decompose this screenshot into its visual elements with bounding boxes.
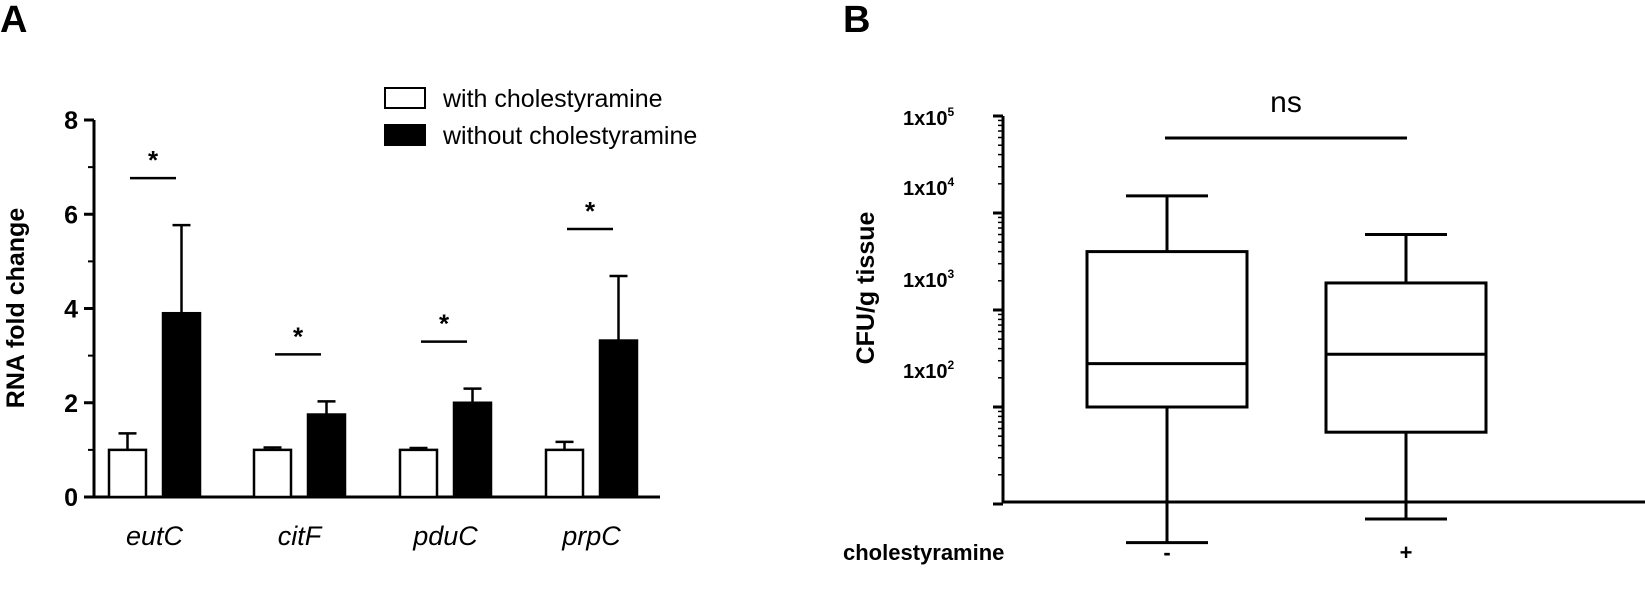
- legend-swatch-with: [384, 87, 426, 109]
- significance-star: *: [585, 196, 596, 226]
- bar-citF-with: [252, 448, 293, 499]
- bar-prpC-with: [544, 448, 585, 499]
- panel-a-legend: with cholestyramine without cholestyrami…: [384, 85, 697, 150]
- panel-b-axes: 1x105 1x104 1x103 1x102: [903, 105, 1645, 514]
- panel-a-categories: eutC citF pduC prpC: [126, 521, 621, 551]
- legend-label-with: with cholestyramine: [442, 85, 663, 113]
- bar-pduC-without: [452, 401, 493, 499]
- panel-b-y-axis-title: CFU/g tissue: [852, 212, 880, 365]
- category-label-citF: citF: [278, 521, 323, 551]
- y-tick-label: 0: [64, 484, 78, 512]
- category-label: -: [1163, 540, 1170, 565]
- panel-a-y-axis-title: RNA fold change: [2, 208, 30, 409]
- panel-a-bars: [107, 223, 639, 499]
- bar-eutC-without: [161, 311, 202, 499]
- y-tick-label: 1x103: [903, 267, 955, 292]
- category-label: +: [1400, 540, 1413, 565]
- bar-pduC-with: [398, 448, 439, 499]
- y-tick-label: 1x102: [903, 358, 955, 383]
- panel-b-categories: - +: [1163, 540, 1412, 565]
- y-tick-label: 2: [64, 390, 78, 418]
- bar-prpC-without: [598, 339, 639, 499]
- panel-a-significance: * * * *: [130, 145, 613, 356]
- box-minus: [1085, 194, 1249, 545]
- y-tick-label: 4: [64, 296, 78, 324]
- box-plus: [1324, 233, 1488, 521]
- condition-label: cholestyramine: [843, 540, 1004, 565]
- y-tick-label: 1x104: [903, 175, 955, 200]
- comparison-label: ns: [1270, 86, 1302, 119]
- category-label-eutC: eutC: [126, 521, 184, 551]
- bar-eutC-with: [107, 448, 148, 499]
- panel-label-a: A: [0, 0, 27, 41]
- y-tick-label: 6: [64, 201, 78, 229]
- panel-b-comparison: ns: [1165, 86, 1407, 140]
- y-tick-label: 8: [64, 107, 78, 135]
- panel-label-b: B: [843, 0, 870, 41]
- category-label-prpC: prpC: [561, 521, 621, 551]
- legend-swatch-without: [384, 124, 426, 146]
- box-iqr: [1085, 250, 1249, 409]
- significance-star: *: [439, 309, 450, 339]
- y-tick-label: 1x105: [903, 105, 955, 130]
- panel-b-boxes: [1085, 194, 1488, 545]
- legend-label-without: without cholestyramine: [442, 122, 697, 150]
- category-label-pduC: pduC: [412, 521, 478, 551]
- box-iqr: [1324, 281, 1488, 434]
- bar-citF-without: [306, 413, 347, 499]
- significance-star: *: [148, 145, 159, 175]
- significance-star: *: [293, 321, 304, 351]
